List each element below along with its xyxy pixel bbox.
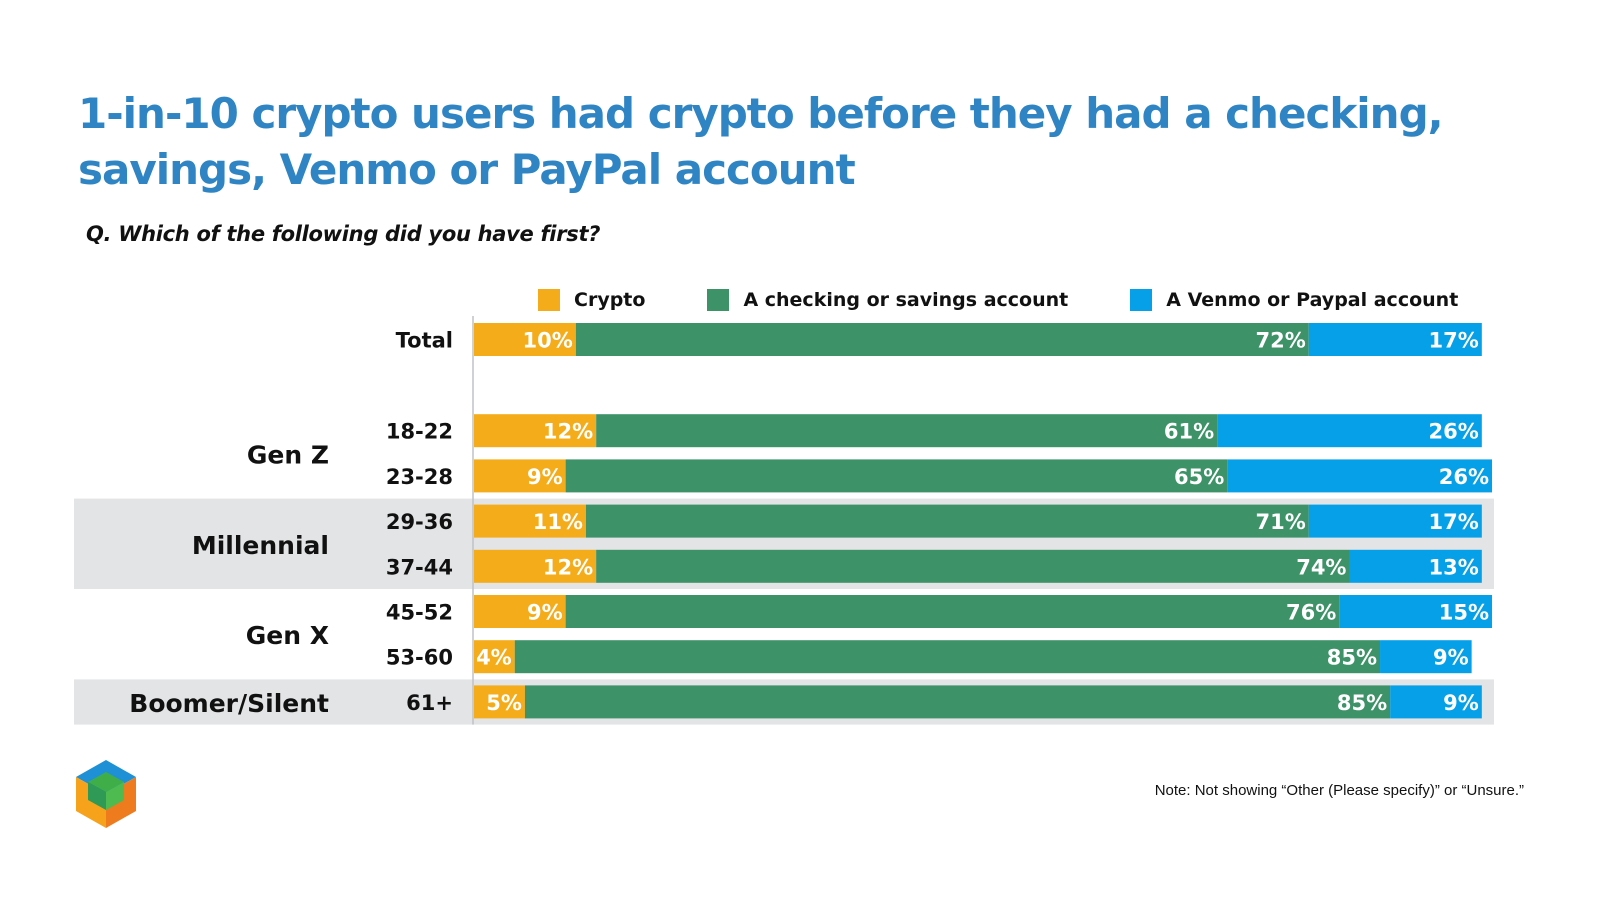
row-61--label: 61+ [406,691,453,715]
row-total-bar-crypto [474,323,576,356]
row-23-28-value-checking: 65% [1174,465,1224,489]
row-45-52-value-checking: 76% [1286,601,1336,625]
row-45-52-bar-crypto [474,595,566,628]
row-23-28-value-crypto: 9% [527,465,563,489]
row-18-22-bar-crypto [474,414,597,448]
row-total-bar-venmo [1308,323,1482,356]
row-total-label: Total [396,329,453,353]
legend-item-crypto: Crypto [538,289,645,311]
row-53-60-bar-crypto [474,640,515,674]
legend-label-venmo: A Venmo or Paypal account [1166,289,1459,311]
bar-rows: 10% 72% 17% 12% 61% 26% 9% 65% 26% 11% 71% 17% 12% 74… [474,323,1492,719]
row-total-value-checking: 72% [1255,329,1305,353]
row-53-60-value-crypto: 4% [476,646,512,670]
brand-logo-cube-icon [76,760,136,828]
row-23-28-bar-crypto [474,459,566,493]
row-61--bar-checking [524,685,1391,719]
legend-swatch-venmo [1130,289,1153,311]
row-37-44-value-venmo: 13% [1429,555,1479,579]
row-53-60-value-venmo: 9% [1433,646,1469,670]
row-18-22-bar-venmo [1217,414,1482,448]
legend-item-checking: A checking or savings account [707,289,1068,311]
group-label-gen-z: Gen Z [247,440,329,469]
row-45-52-bar-venmo [1339,595,1492,628]
legend-swatch-crypto [538,289,560,311]
row-45-52-value-crypto: 9% [527,601,563,625]
footnote: Note: Not showing “Other (Please specify… [1154,782,1524,799]
row-61--bar-crypto [474,685,525,719]
row-53-60-label: 53-60 [386,646,453,670]
row-18-22-label: 18-22 [386,420,453,444]
legend: Crypto A checking or savings account A V… [538,285,1458,315]
row-23-28-bar-venmo [1227,459,1492,493]
row-29-36-value-crypto: 11% [533,510,583,534]
row-18-22-value-checking: 61% [1164,420,1214,444]
row-37-44-value-checking: 74% [1296,555,1346,579]
row-18-22-value-crypto: 12% [543,420,593,444]
row-29-36-value-venmo: 17% [1429,510,1479,534]
row-37-44-bar-venmo [1349,549,1482,583]
row-45-52-bar-checking [565,595,1340,628]
row-labels: Total 18-22 23-28 Gen Z 29-36 37-44 Millennial… [129,329,453,719]
row-29-36-value-checking: 71% [1255,510,1305,534]
row-total-value-venmo: 17% [1429,329,1479,353]
chart-title: 1-in-10 crypto users had crypto before t… [78,89,1444,194]
legend-item-venmo: A Venmo or Paypal account [1130,289,1458,311]
legend-label-checking: A checking or savings account [743,289,1069,311]
group-label-boomer-silent: Boomer/Silent [129,689,329,718]
row-18-22-bar-checking [596,414,1218,448]
legend-swatch-checking [707,289,730,311]
row-18-22-value-venmo: 26% [1429,420,1479,444]
row-37-44-bar-crypto [474,549,597,583]
row-61--value-checking: 85% [1337,691,1387,715]
row-29-36-bar-crypto [474,504,586,538]
row-29-36-label: 29-36 [386,510,453,534]
row-total-value-crypto: 10% [523,329,573,353]
group-label-gen-x: Gen X [246,621,329,650]
row-37-44-label: 37-44 [386,555,453,579]
row-29-36-bar-checking [585,504,1309,538]
row-23-28-value-venmo: 26% [1439,465,1489,489]
row-61--bar-venmo [1390,685,1482,719]
row-45-52-value-venmo: 15% [1439,601,1489,625]
row-61--value-venmo: 9% [1443,691,1479,715]
row-61--value-crypto: 5% [486,691,522,715]
row-53-60-bar-checking [514,640,1381,674]
row-23-28-bar-checking [565,459,1228,493]
row-23-28-label: 23-28 [386,465,453,489]
row-53-60-value-checking: 85% [1327,646,1377,670]
row-37-44-bar-checking [596,549,1350,583]
legend-label-crypto: Crypto [574,289,646,311]
row-29-36-bar-venmo [1308,504,1482,538]
row-total-bar-checking [575,323,1309,356]
row-37-44-value-crypto: 12% [543,555,593,579]
row-45-52-label: 45-52 [386,601,453,625]
row-53-60-bar-venmo [1380,640,1472,674]
question-subtitle: Q. Which of the following did you have f… [86,222,601,246]
group-label-millennial: Millennial [192,531,329,560]
